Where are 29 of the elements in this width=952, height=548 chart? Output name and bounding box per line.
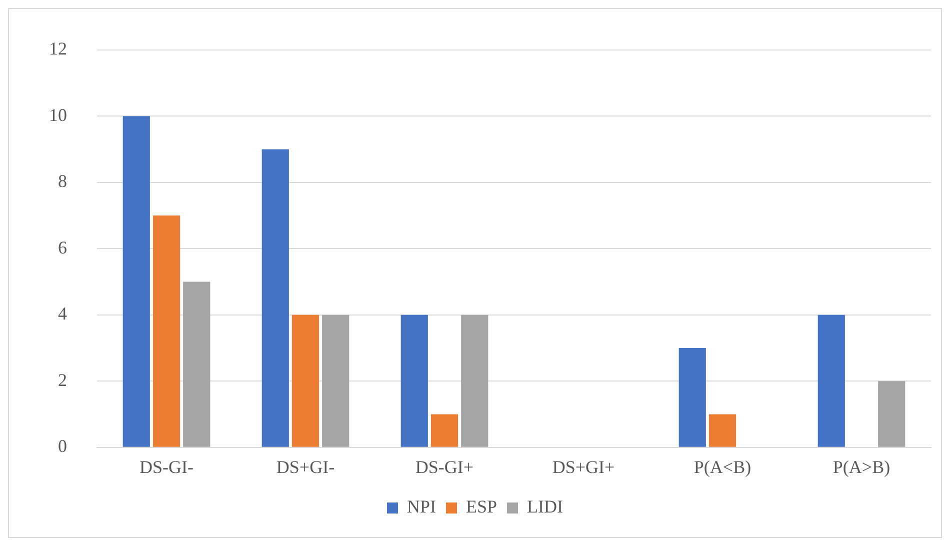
bar — [461, 314, 488, 447]
bar — [152, 215, 180, 447]
x-tick-label: P(A>B) — [832, 456, 890, 477]
x-tick-label: P(A<B) — [694, 456, 752, 477]
bar — [818, 314, 845, 447]
bar — [400, 314, 428, 447]
y-tick-label: 8 — [58, 171, 67, 192]
bar — [322, 314, 350, 447]
bar — [183, 282, 210, 447]
y-tick-label: 12 — [49, 38, 67, 59]
y-tick-label: 2 — [58, 370, 67, 390]
y-tick-label: 4 — [58, 304, 67, 324]
x-tick-label: DS-GI- — [140, 456, 194, 477]
y-tick-label: 6 — [58, 237, 67, 258]
y-tick-label: 10 — [49, 104, 67, 125]
bar — [430, 414, 458, 447]
bar — [708, 414, 736, 447]
legend-label: LIDI — [527, 496, 564, 517]
bar — [878, 381, 906, 447]
x-tick-label: DS+GI- — [276, 456, 335, 477]
bar — [292, 314, 320, 447]
bar — [678, 348, 706, 447]
x-tick-label: DS+GI+ — [552, 456, 615, 477]
y-tick-label: 0 — [58, 436, 67, 456]
bar — [262, 149, 289, 447]
legend-label: ESP — [466, 496, 498, 517]
legend-label: NPI — [407, 496, 436, 517]
bar — [122, 116, 150, 447]
x-tick-label: DS-GI+ — [415, 456, 474, 477]
